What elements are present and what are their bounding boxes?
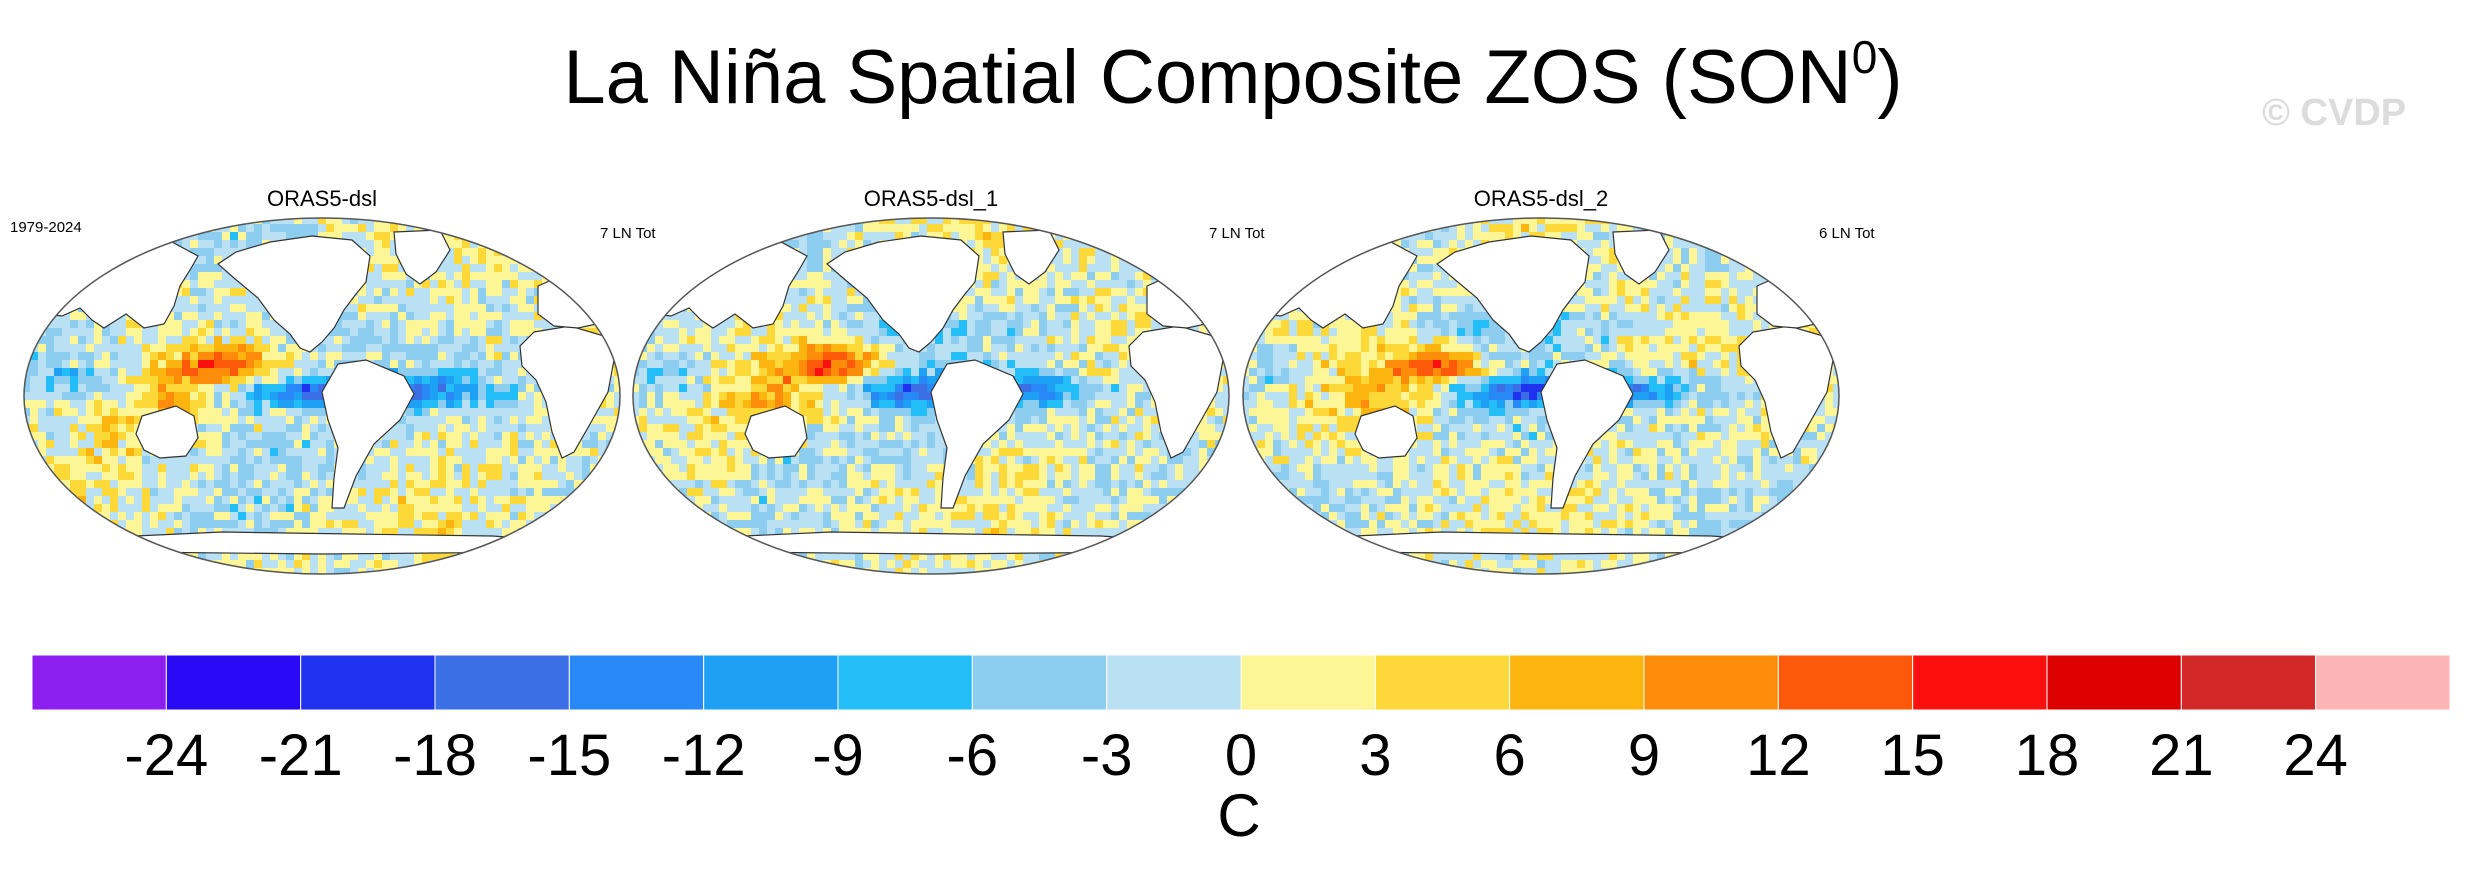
colorbar-box-4 <box>568 654 705 711</box>
colorbar-box-2 <box>300 654 436 711</box>
title-main: La Niña Spatial Composite ZOS (SON <box>563 35 1852 120</box>
colorbar-box-7 <box>971 654 1108 711</box>
colorbar-box-11 <box>1509 654 1645 711</box>
colorbar-box-6 <box>837 654 973 711</box>
colorbar-box-12 <box>1643 654 1779 711</box>
colorbar-tick-label: 24 <box>2283 723 2348 788</box>
colorbar-tick-label: 0 <box>1225 723 1257 788</box>
colorbar-tick-label: 9 <box>1628 723 1660 788</box>
colorbar-tick-label: 3 <box>1359 723 1391 788</box>
colorbar-tick-label: 12 <box>1746 723 1811 788</box>
colorbar-box-8 <box>1106 654 1242 711</box>
colorbar-box-14 <box>1912 654 2048 711</box>
chart-title: La Niña Spatial Composite ZOS (SON0) <box>0 28 2466 128</box>
colorbar-tick-label: -21 <box>259 723 343 788</box>
colorbar-tick-label: 6 <box>1494 723 1526 788</box>
colorbar-tick-label: -9 <box>812 723 864 788</box>
colorbar-box-5 <box>703 654 839 711</box>
colorbar-tick-label: 18 <box>2015 723 2080 788</box>
colorbar-tick-label: -24 <box>124 723 208 788</box>
map-panels: ORAS5-dsl 1979-2024 7 LN Tot ORAS5-dsl_1 7 L… <box>10 186 1875 575</box>
colorbar-box-3 <box>434 654 570 711</box>
cvdp-watermark: © CVDP <box>2262 92 2407 134</box>
panel-right-label: 6 LN Tot <box>1819 225 1875 242</box>
colorbar-box-16 <box>2180 654 2317 711</box>
colorbar-tick-label: -18 <box>393 723 477 788</box>
panel-right-label: 7 LN Tot <box>1209 225 1265 242</box>
panel-left-label: 1979-2024 <box>10 219 82 236</box>
colorbar-box-0 <box>31 654 167 711</box>
colorbar-box-15 <box>2046 654 2182 711</box>
colorbar-unit-label: C <box>1217 782 1260 849</box>
colorbar-tick-label: 21 <box>2149 723 2214 788</box>
colorbar-tick-label: -3 <box>1081 723 1133 788</box>
globe-outline <box>1242 217 1840 575</box>
colorbar-tick-label: 15 <box>1880 723 1945 788</box>
colorbar-box-9 <box>1240 654 1376 711</box>
colorbar-box-13 <box>1777 654 1914 711</box>
colorbar-tick-label: -12 <box>662 723 746 788</box>
globe-outline <box>632 217 1230 575</box>
panel-title: ORAS5-dsl_1 <box>864 186 999 211</box>
panel-title: ORAS5-dsl_2 <box>1474 186 1609 211</box>
globe-outline <box>23 217 621 575</box>
colorbar-tick-label: -6 <box>947 723 999 788</box>
panel-title: ORAS5-dsl <box>267 186 377 211</box>
colorbar-box-10 <box>1374 654 1511 711</box>
panel-right-label: 7 LN Tot <box>600 225 656 242</box>
title-superscript: 0 <box>1851 31 1878 83</box>
title-close-paren: ) <box>1877 35 1903 120</box>
colorbar-box-17 <box>2315 654 2451 711</box>
colorbar-tick-label: -15 <box>527 723 611 788</box>
colorbar-box-1 <box>165 654 302 711</box>
